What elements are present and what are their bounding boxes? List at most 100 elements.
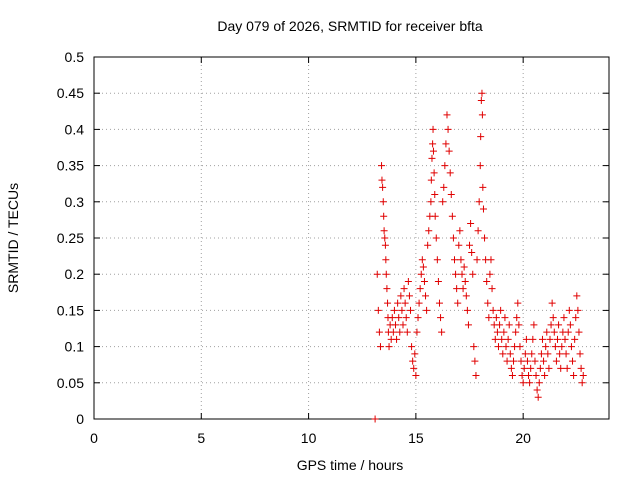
- data-point: [471, 357, 479, 365]
- data-point: [434, 277, 442, 285]
- data-point: [384, 299, 392, 307]
- y-tick-label: 0.2: [65, 266, 85, 282]
- data-point: [401, 299, 409, 307]
- data-point: [521, 350, 529, 358]
- data-point: [379, 198, 387, 206]
- data-point: [446, 169, 454, 177]
- data-point: [533, 386, 541, 394]
- data-point: [412, 372, 420, 380]
- data-point: [455, 241, 463, 249]
- data-point: [420, 277, 428, 285]
- data-point: [418, 256, 426, 264]
- data-point: [573, 292, 581, 300]
- y-tick-label: 0.4: [65, 121, 85, 137]
- data-point: [532, 372, 540, 380]
- data-point: [375, 328, 383, 336]
- data-point: [496, 321, 504, 329]
- data-point: [478, 89, 486, 97]
- data-point: [399, 321, 407, 329]
- data-point: [440, 183, 448, 191]
- data-point: [517, 357, 525, 365]
- y-tick-label: 0.3: [65, 194, 85, 210]
- data-point: [477, 96, 485, 104]
- data-point: [430, 169, 438, 177]
- data-point: [516, 343, 524, 351]
- data-point: [374, 306, 382, 314]
- data-point: [444, 125, 452, 133]
- data-point: [527, 364, 535, 372]
- data-point: [388, 314, 396, 322]
- data-point: [458, 270, 466, 278]
- data-point: [380, 212, 388, 220]
- data-point: [407, 306, 415, 314]
- chart-title: Day 079 of 2026, SRMTID for receiver bft…: [217, 18, 483, 34]
- data-point: [437, 314, 445, 322]
- data-point: [535, 379, 543, 387]
- data-point: [477, 133, 485, 141]
- data-point: [381, 241, 389, 249]
- data-point: [543, 328, 551, 336]
- data-point: [558, 343, 566, 351]
- data-point: [466, 241, 474, 249]
- data-point: [378, 176, 386, 184]
- data-point: [499, 350, 507, 358]
- data-point: [520, 364, 528, 372]
- data-point: [479, 183, 487, 191]
- data-point: [544, 350, 552, 358]
- data-point: [554, 335, 561, 343]
- data-point: [522, 335, 530, 343]
- data-point: [492, 314, 500, 322]
- data-point: [551, 343, 559, 351]
- data-point: [456, 227, 464, 235]
- data-point: [396, 328, 404, 336]
- data-point: [428, 154, 436, 162]
- data-point: [577, 364, 585, 372]
- y-tick-label: 0.5: [65, 49, 85, 65]
- data-point: [548, 299, 556, 307]
- data-point: [423, 306, 431, 314]
- data-point: [525, 372, 533, 380]
- data-point: [382, 270, 390, 278]
- data-point: [512, 328, 520, 336]
- x-tick-label: 5: [197, 430, 205, 446]
- data-point: [481, 234, 489, 242]
- data-point: [383, 285, 391, 293]
- data-point: [408, 343, 416, 351]
- data-point: [572, 314, 580, 322]
- data-point: [515, 321, 523, 329]
- data-point: [400, 285, 408, 293]
- y-tick-label: 0: [76, 411, 84, 427]
- data-point: [404, 277, 412, 285]
- data-point: [454, 299, 462, 307]
- data-point: [469, 270, 477, 278]
- data-point: [538, 335, 546, 343]
- data-point: [531, 357, 539, 365]
- data-point: [379, 183, 387, 191]
- data-point: [550, 328, 558, 336]
- data-point: [570, 372, 578, 380]
- data-point: [542, 343, 550, 351]
- y-tick-label: 0.45: [57, 85, 84, 101]
- data-point: [414, 314, 422, 322]
- data-point: [487, 256, 495, 264]
- data-point: [413, 328, 421, 336]
- data-point: [382, 256, 390, 264]
- data-point: [441, 162, 449, 170]
- data-point: [576, 350, 584, 358]
- data-point: [507, 364, 515, 372]
- data-point: [397, 292, 405, 300]
- data-point: [417, 270, 425, 278]
- data-point: [445, 147, 453, 155]
- data-point: [541, 372, 549, 380]
- data-point: [462, 292, 470, 300]
- data-point: [530, 321, 538, 329]
- data-point: [478, 111, 486, 119]
- data-point: [563, 364, 571, 372]
- data-point: [475, 198, 483, 206]
- data-point: [452, 270, 460, 278]
- data-point: [546, 335, 554, 343]
- data-point: [431, 212, 439, 220]
- data-point: [493, 328, 501, 336]
- data-point: [510, 357, 518, 365]
- data-point: [457, 256, 465, 264]
